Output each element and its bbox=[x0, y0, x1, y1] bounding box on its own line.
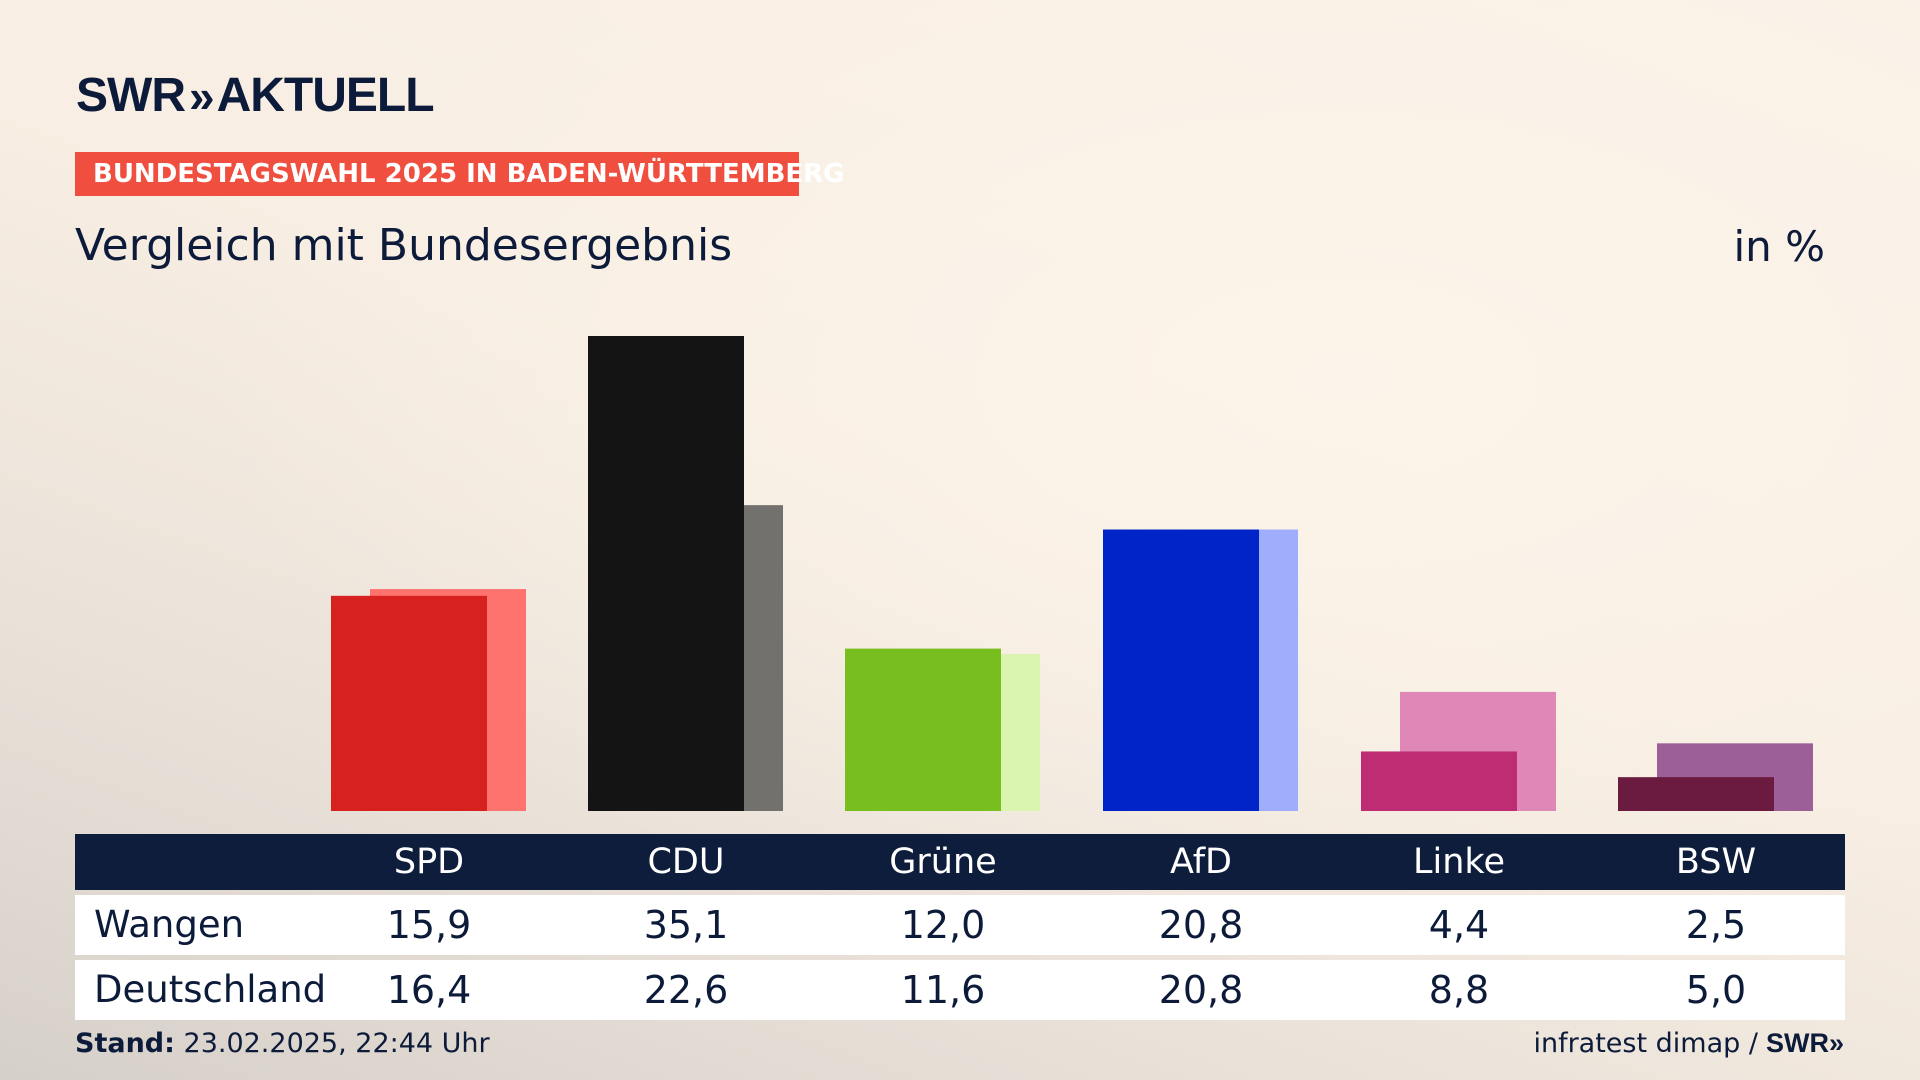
column-header: Grüne bbox=[889, 842, 997, 882]
bar-wangen-bsw bbox=[1618, 777, 1774, 811]
table-cell: 35,1 bbox=[643, 903, 729, 947]
table-cell: 5,0 bbox=[1685, 968, 1747, 1012]
stand-value: 23.02.2025, 22:44 Uhr bbox=[183, 1028, 490, 1059]
table-cell: 16,4 bbox=[386, 968, 472, 1012]
logo-product: AKTUELL bbox=[216, 69, 435, 122]
table-cell: 20,8 bbox=[1158, 968, 1244, 1012]
source-brand-text: SWR bbox=[1765, 1028, 1829, 1058]
chart-subtitle: Vergleich mit Bundesergebnis bbox=[75, 220, 733, 271]
bar-wangen-linke bbox=[1361, 751, 1517, 811]
table-header-row: SPD CDU Grüne AfD Linke BSW bbox=[75, 834, 1845, 890]
source-brand: SWR» bbox=[1766, 1028, 1844, 1059]
table-cell: 20,8 bbox=[1158, 903, 1244, 947]
column-header: BSW bbox=[1675, 842, 1757, 882]
results-table: SPD CDU Grüne AfD Linke BSW Wangen 15,9 35,1 12… bbox=[75, 834, 1845, 1020]
bar-wangen-cdu bbox=[588, 336, 744, 811]
column-header: SPD bbox=[393, 842, 465, 882]
unit-label: in % bbox=[1733, 222, 1825, 271]
stand-label: Stand: bbox=[75, 1028, 175, 1059]
column-header: AfD bbox=[1170, 842, 1232, 882]
timestamp: Stand: 23.02.2025, 22:44 Uhr bbox=[75, 1028, 490, 1059]
column-header: CDU bbox=[647, 842, 725, 882]
bar-wangen-grüne bbox=[845, 648, 1001, 811]
source-chevron-icon: » bbox=[1828, 1028, 1844, 1058]
bar-wangen-spd bbox=[331, 595, 487, 811]
source-text: infratest dimap / bbox=[1533, 1028, 1758, 1059]
bar-wangen-afd bbox=[1103, 529, 1259, 811]
table-cell: 12,0 bbox=[900, 903, 986, 947]
column-header: Linke bbox=[1413, 842, 1505, 882]
table-cell: 4,4 bbox=[1428, 903, 1490, 947]
table-cell: 8,8 bbox=[1428, 968, 1490, 1012]
election-badge: BUNDESTAGSWAHL 2025 IN BADEN-WÜRTTEMBERG bbox=[75, 152, 845, 196]
row-label-deutschland: Deutschland bbox=[94, 968, 327, 1011]
table-cell: 22,6 bbox=[643, 968, 729, 1012]
table-cell: 15,9 bbox=[386, 903, 472, 947]
table-cell: 11,6 bbox=[900, 968, 986, 1012]
table-row-wangen: Wangen 15,9 35,1 12,0 20,8 4,4 2,5 bbox=[75, 895, 1845, 955]
table-cell: 2,5 bbox=[1685, 903, 1747, 947]
row-label-wangen: Wangen bbox=[94, 903, 245, 946]
swr-aktuell-logo: SWR » AKTUELL bbox=[76, 68, 435, 123]
source-credit: infratest dimap / SWR» bbox=[1533, 1028, 1844, 1059]
bar-chart bbox=[331, 336, 1813, 811]
logo-brand: SWR bbox=[76, 69, 186, 122]
table-row-deutschland: Deutschland 16,4 22,6 11,6 20,8 8,8 5,0 bbox=[75, 960, 1845, 1020]
